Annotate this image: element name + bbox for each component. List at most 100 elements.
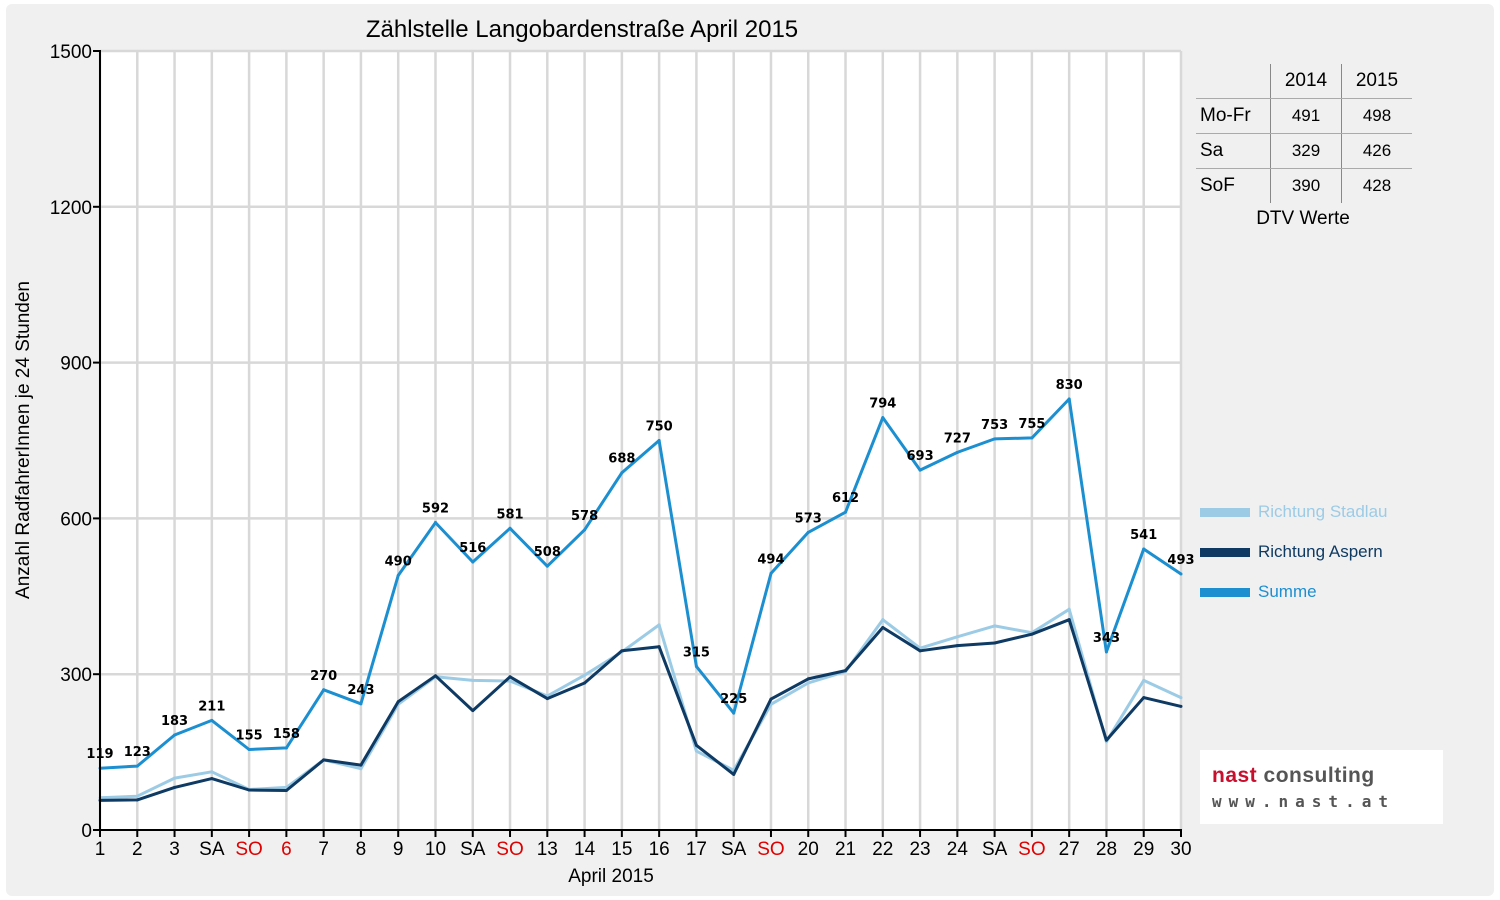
data-point (806, 530, 810, 534)
data-label: 693 (906, 449, 933, 464)
x-tick-label: 27 (1059, 839, 1080, 860)
data-labels: 1191231832111551582702434905925165815085… (86, 378, 1194, 762)
data-point (1030, 632, 1034, 636)
data-label: 750 (646, 420, 673, 435)
data-point (1142, 696, 1146, 700)
data-point (881, 416, 885, 420)
data-label: 573 (795, 511, 822, 526)
data-label: 612 (832, 491, 859, 506)
data-point (508, 675, 512, 679)
dtv-cell: 329 (1270, 133, 1342, 169)
data-point (993, 641, 997, 645)
data-label: 508 (534, 545, 561, 560)
data-point (433, 674, 437, 678)
data-point (1104, 738, 1108, 742)
data-point (918, 649, 922, 653)
dtv-cell: 428 (1341, 168, 1412, 203)
x-axis-label: April 2015 (568, 866, 654, 887)
legend-label: Summe (1258, 582, 1317, 601)
data-point (1179, 572, 1183, 576)
data-point (471, 709, 475, 713)
data-label: 592 (422, 502, 449, 517)
x-tick-label: 24 (947, 839, 969, 860)
logo-url: www.nast.at (1212, 792, 1395, 811)
x-tick-label: 10 (425, 839, 446, 860)
data-point (993, 437, 997, 441)
data-point (545, 564, 549, 568)
data-point (545, 697, 549, 701)
dtv-caption: DTV Werte (1256, 208, 1350, 229)
data-point (955, 450, 959, 454)
x-tick-label: SO (757, 839, 784, 860)
x-tick-label: 28 (1096, 839, 1117, 860)
data-point (1067, 397, 1071, 401)
legend-label: Richtung Stadlau (1258, 502, 1388, 521)
data-point (694, 664, 698, 668)
data-point (508, 679, 512, 683)
x-tick-label: SA (982, 839, 1008, 860)
y-tick-label: 900 (60, 354, 92, 375)
data-label: 155 (236, 729, 263, 744)
x-tick-label: 16 (649, 839, 670, 860)
y-tick-label: 0 (81, 821, 92, 842)
x-tick-label: 1 (95, 839, 106, 860)
data-point (732, 772, 736, 776)
data-point (583, 681, 587, 685)
data-label: 755 (1018, 417, 1045, 432)
x-tick-label: SO (496, 839, 523, 860)
x-tick-label: 3 (169, 839, 180, 860)
data-point (881, 625, 885, 629)
x-tick-label: 14 (574, 839, 596, 860)
data-point (1030, 436, 1034, 440)
data-point (1142, 547, 1146, 551)
data-point (583, 528, 587, 532)
y-tick-label: 1200 (50, 198, 92, 219)
x-tick-label: 15 (611, 839, 632, 860)
dtv-header-2014: 2014 (1270, 64, 1342, 99)
data-point (806, 681, 810, 685)
data-point (769, 571, 773, 575)
data-label: 494 (757, 552, 784, 567)
y-tick-label: 600 (60, 509, 92, 530)
company-logo: nast consulting www.nast.at (1200, 750, 1443, 824)
data-point (210, 777, 214, 781)
data-point (396, 574, 400, 578)
legend-item: Summe (1200, 572, 1387, 612)
data-point (694, 749, 698, 753)
data-point (955, 644, 959, 648)
data-point (657, 439, 661, 442)
data-point (583, 673, 587, 677)
data-point (247, 788, 251, 792)
series-line (99, 397, 1182, 770)
x-tick-label: 2 (132, 839, 143, 860)
x-tick-label: 8 (356, 839, 367, 860)
data-point (1104, 650, 1108, 654)
x-tick-label: 7 (318, 839, 329, 860)
legend-swatch (1200, 547, 1250, 557)
data-point (1142, 678, 1146, 682)
data-point (657, 623, 661, 627)
data-point (210, 770, 214, 774)
x-tick-label: SA (721, 839, 747, 860)
dtv-row-label: Sa (1196, 133, 1271, 169)
data-point (433, 521, 437, 525)
dtv-cell: 498 (1341, 98, 1412, 134)
data-label: 315 (683, 645, 710, 660)
logo-name-part2: consulting (1257, 764, 1375, 787)
data-point (359, 767, 363, 771)
data-point (135, 764, 139, 768)
series-lines (98, 397, 1183, 802)
data-point (844, 669, 848, 673)
legend: Richtung Stadlau Richtung Aspern Summe (1200, 492, 1387, 612)
dtv-row: Sa 329 426 (1196, 133, 1412, 169)
data-point (173, 776, 177, 780)
dtv-row-label: SoF (1200, 175, 1235, 196)
data-label: 581 (496, 507, 523, 522)
data-point (955, 635, 959, 639)
data-point (471, 560, 475, 564)
data-point (284, 789, 288, 793)
data-point (396, 700, 400, 704)
data-point (135, 798, 139, 802)
logo-name-part1: nast (1212, 764, 1258, 787)
